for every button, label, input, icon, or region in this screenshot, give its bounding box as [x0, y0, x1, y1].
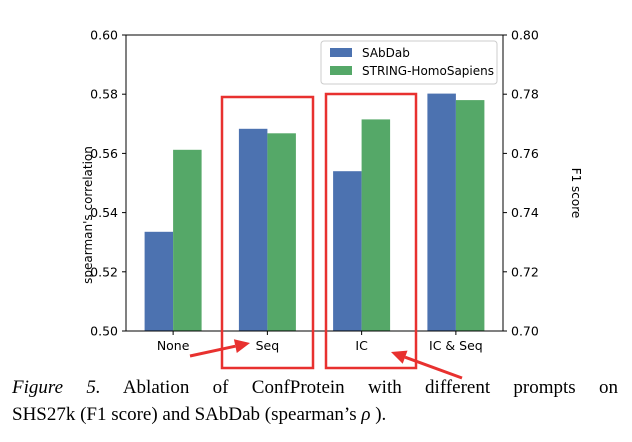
bar-sabdab-0 [144, 231, 174, 331]
x-tick-label: Seq [256, 338, 280, 353]
bar-sabdab-1 [238, 128, 268, 331]
right-tick-label: 0.74 [511, 205, 539, 220]
left-tick-label: 0.54 [90, 205, 118, 220]
bar-string-homosapiens-0 [173, 149, 202, 331]
caption-line-1-text: Ablation of ConfProtein with different p… [100, 377, 618, 398]
bar-string-homosapiens-2 [361, 119, 391, 332]
left-y-axis-label: spearman's correlation [81, 146, 95, 284]
right-tick-label: 0.72 [511, 264, 539, 279]
right-tick-label: 0.70 [511, 324, 539, 339]
legend-swatch-sabdab [330, 48, 352, 57]
legend: SAbDab STRING-HomoSapiens [320, 40, 498, 85]
legend-swatch-string [330, 66, 352, 75]
arrow-to-seq [189, 339, 250, 358]
highlight-box-ic [324, 92, 418, 370]
arrow-to-seq-shaft [189, 344, 236, 358]
bars-layer [144, 93, 485, 332]
right-tick-label: 0.76 [511, 146, 539, 161]
caption-line-1: Figure 5. Ablation of ConfProtein with d… [12, 374, 618, 401]
annotations-layer [189, 92, 463, 380]
left-tick-label: 0.58 [90, 87, 118, 102]
bar-string-homosapiens-3 [455, 100, 485, 331]
caption-line-2-text: SHS27k (F1 score) and SAbDab (spearman’s [12, 404, 362, 425]
arrow-to-seq-head [233, 339, 250, 353]
caption-line-2: SHS27k (F1 score) and SAbDab (spearman’s… [12, 401, 618, 428]
arrow-to-ic-head [391, 350, 408, 364]
arrow-to-ic [391, 350, 463, 380]
x-axis: None Seq IC IC & Seq [157, 331, 483, 353]
highlight-box-seq [220, 95, 315, 370]
right-y-axis: 0.70 0.72 0.74 0.76 0.78 0.80 [503, 28, 539, 339]
caption-line-2-end: ). [370, 404, 387, 425]
x-tick-label: IC [355, 338, 368, 353]
figure-caption: Figure 5. Ablation of ConfProtein with d… [12, 374, 618, 428]
left-tick-label: 0.60 [90, 28, 118, 43]
left-tick-label: 0.50 [90, 324, 118, 339]
left-tick-label: 0.52 [90, 264, 118, 279]
bar-string-homosapiens-1 [267, 133, 296, 331]
right-tick-label: 0.78 [511, 87, 539, 102]
legend-label-string: STRING-HomoSapiens [362, 64, 494, 78]
arrow-to-ic-shaft [404, 355, 463, 380]
axes-box [125, 34, 504, 332]
caption-rho: ρ [361, 404, 371, 425]
bar-sabdab-2 [333, 171, 362, 331]
plot-frame [125, 34, 504, 332]
x-tick-label: None [157, 338, 190, 353]
x-tick-label: IC & Seq [429, 338, 483, 353]
legend-frame [320, 40, 498, 85]
caption-figure-label: Figure 5. [12, 377, 101, 398]
right-y-axis-label: F1 score [569, 168, 583, 219]
right-tick-label: 0.80 [511, 28, 539, 43]
left-tick-label: 0.56 [90, 146, 118, 161]
legend-label-sabdab: SAbDab [362, 46, 410, 60]
left-y-axis: 0.50 0.52 0.54 0.56 0.58 0.60 [90, 28, 126, 339]
bar-sabdab-3 [427, 93, 456, 331]
